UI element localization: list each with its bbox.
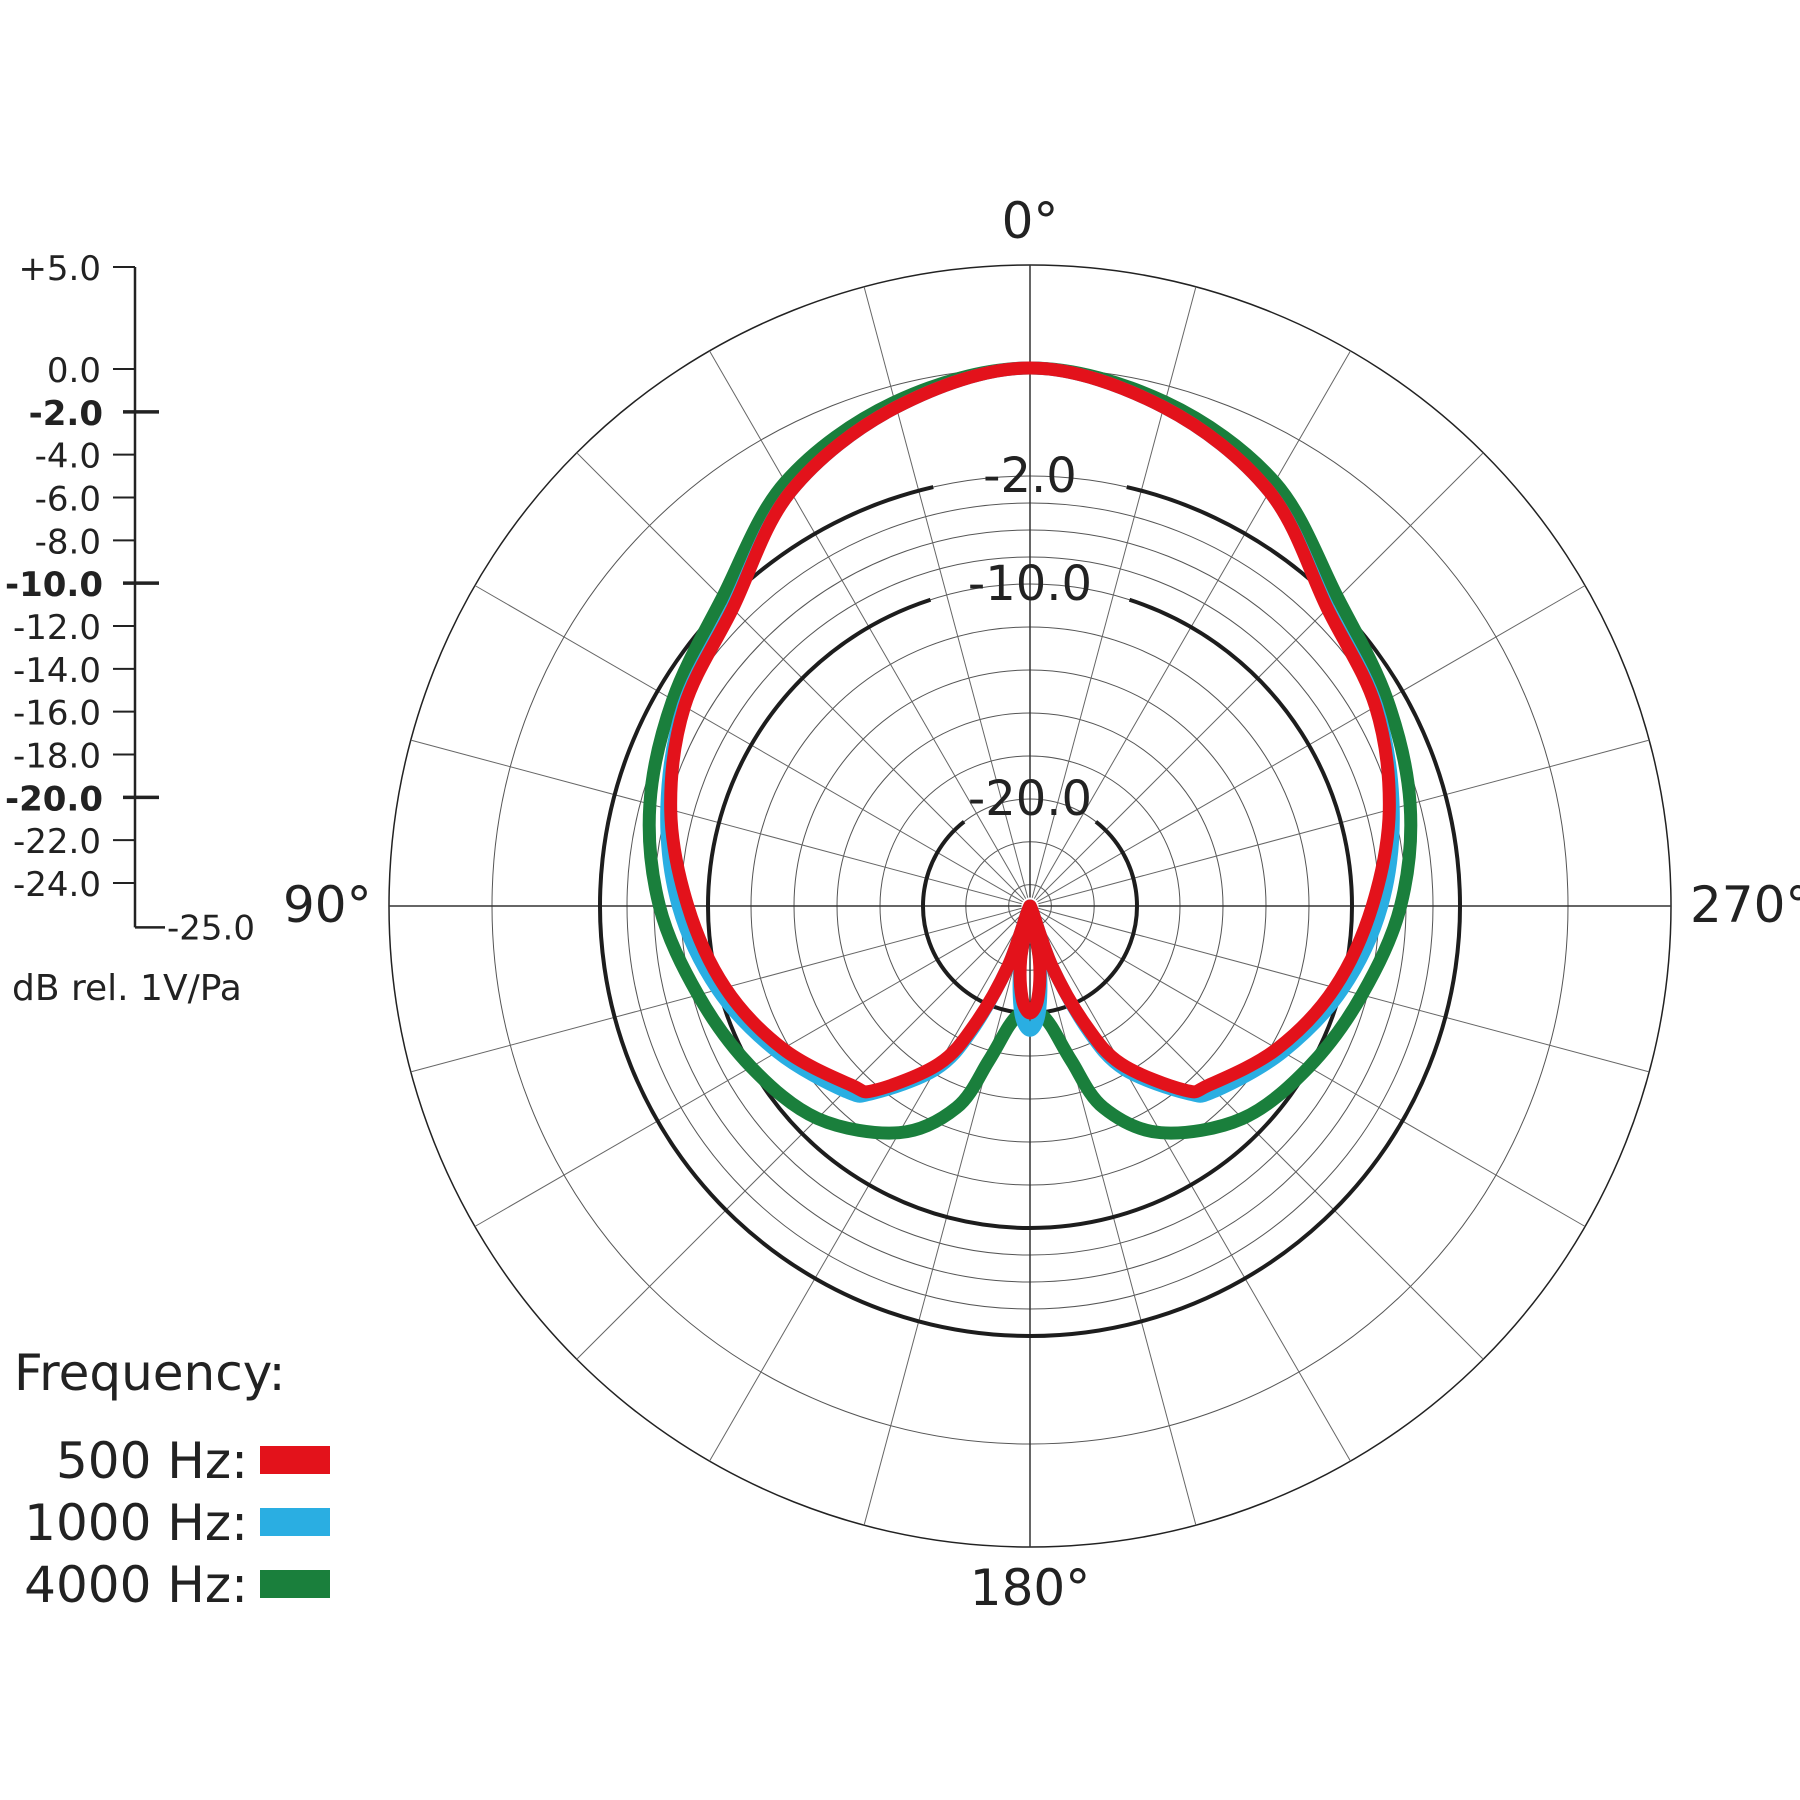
scale-tick-label: +5.0 bbox=[18, 249, 101, 289]
major-ring bbox=[706, 597, 1354, 1231]
scale-tick-label: -25.0 bbox=[167, 908, 255, 948]
scale-tick-label: -12.0 bbox=[13, 608, 101, 648]
scale-tick-label: -8.0 bbox=[35, 522, 101, 562]
scale-tick-label: -14.0 bbox=[13, 651, 101, 691]
legend-swatch bbox=[260, 1446, 330, 1474]
grid-spoke bbox=[576, 452, 1025, 901]
grid-spoke bbox=[863, 286, 1029, 898]
grid-spoke bbox=[709, 350, 1027, 899]
scale-tick-label: -24.0 bbox=[13, 865, 101, 905]
legend: Frequency: 500 Hz:1000 Hz:4000 Hz: bbox=[14, 1344, 330, 1614]
scale-tick-label: -6.0 bbox=[35, 480, 101, 520]
ring-label: -20.0 bbox=[968, 771, 1092, 827]
series-layer bbox=[642, 361, 1418, 1140]
scale-tick-label: -16.0 bbox=[13, 694, 101, 734]
grid-spoke bbox=[1031, 286, 1197, 898]
legend-label: 1000 Hz: bbox=[24, 1494, 248, 1552]
major-ring bbox=[598, 485, 1462, 1338]
legend-title: Frequency: bbox=[14, 1344, 286, 1402]
grid-spoke bbox=[1031, 914, 1197, 1526]
legend-label: 4000 Hz: bbox=[24, 1556, 248, 1614]
angle-label-90: 90° bbox=[283, 876, 372, 934]
grid-spoke bbox=[474, 585, 1023, 903]
grid-spoke bbox=[1033, 350, 1351, 899]
legend-label: 500 Hz: bbox=[56, 1432, 248, 1490]
grid-spoke bbox=[1038, 739, 1650, 905]
ring-labels: -2.0 -10.0 -20.0 bbox=[968, 448, 1092, 827]
ring-label: -10.0 bbox=[968, 556, 1092, 612]
grid-spoke bbox=[1035, 452, 1484, 901]
scale-tick-label: -20.0 bbox=[5, 779, 103, 819]
scale-tick-label: -10.0 bbox=[5, 565, 103, 605]
legend-swatch bbox=[260, 1570, 330, 1598]
grid-spoke bbox=[1035, 911, 1484, 1360]
legend-swatch bbox=[260, 1508, 330, 1536]
scale-tick-label: -4.0 bbox=[35, 437, 101, 477]
ring-label: -2.0 bbox=[983, 448, 1077, 504]
grid-spoke bbox=[709, 913, 1027, 1462]
grid-spoke bbox=[1037, 585, 1586, 903]
grid-spoke bbox=[576, 911, 1025, 1360]
angle-label-0: 0° bbox=[1002, 192, 1059, 250]
grid-spoke bbox=[410, 739, 1022, 905]
grid-spoke bbox=[863, 914, 1029, 1526]
scale-tick-label: -18.0 bbox=[13, 737, 101, 777]
series-line-500-hz bbox=[664, 361, 1396, 1099]
angle-label-270: 270° bbox=[1690, 876, 1800, 934]
angle-label-180: 180° bbox=[970, 1559, 1090, 1617]
scale-tick-label: 0.0 bbox=[47, 351, 101, 391]
radial-unit-label: dB rel. 1V/Pa bbox=[12, 968, 242, 1009]
scale-tick-label: -22.0 bbox=[13, 822, 101, 862]
legend-items: 500 Hz:1000 Hz:4000 Hz: bbox=[24, 1432, 330, 1614]
grid-spoke bbox=[1033, 913, 1351, 1462]
scale-tick-label: -2.0 bbox=[29, 394, 103, 434]
db-scale: +5.00.0-2.0-4.0-6.0-8.0-10.0-12.0-14.0-1… bbox=[5, 249, 255, 948]
